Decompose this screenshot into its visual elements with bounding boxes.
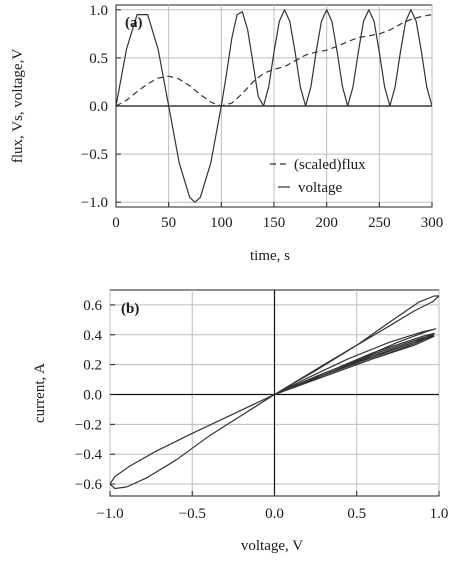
grid-a bbox=[116, 5, 433, 207]
x-tick-label-3: 0.5 bbox=[347, 506, 366, 522]
zero-axes-b bbox=[110, 290, 439, 496]
x-axis-label-b: voltage, V bbox=[241, 538, 303, 554]
y-tick-label-1: −0.5 bbox=[81, 147, 108, 163]
series-lines-a bbox=[116, 9, 432, 203]
x-tick-label-6: 300 bbox=[421, 215, 444, 231]
legend-label-flux: (scaled)flux bbox=[294, 157, 366, 173]
legend-a: (scaled)flux voltage bbox=[270, 157, 366, 196]
y-tick-label-3: 0.0 bbox=[83, 387, 102, 403]
panel-label-b: (b) bbox=[121, 301, 139, 317]
y-tick-label-4: 1.0 bbox=[89, 3, 108, 19]
x-tick-labels-b: −1.0 −0.5 0.0 0.5 1.0 bbox=[96, 506, 448, 522]
series-lines-b bbox=[110, 295, 439, 490]
x-tick-label-3: 150 bbox=[263, 215, 286, 231]
y-tick-label-3: 0.5 bbox=[89, 51, 108, 67]
y-tick-label-5: 0.4 bbox=[83, 328, 102, 344]
series-line-scaled-flux bbox=[116, 14, 432, 107]
series-line-hysteresis bbox=[110, 295, 439, 490]
x-tick-label-4: 1.0 bbox=[430, 506, 449, 522]
x-tick-labels-a: 0 50 100 150 200 250 300 bbox=[112, 215, 443, 231]
x-tick-label-0: −1.0 bbox=[96, 506, 123, 522]
y-tick-label-4: 0.2 bbox=[83, 358, 102, 374]
ticks-b bbox=[109, 304, 440, 496]
x-tick-label-0: 0 bbox=[112, 215, 120, 231]
panel-b: −1.0 −0.5 0.0 0.5 1.0 −0.6 −0.4 −0.2 0.0 0.2 0.4 0… bbox=[32, 289, 448, 554]
x-axis-label-a: time, s bbox=[250, 248, 290, 264]
x-tick-label-2: 0.0 bbox=[265, 506, 284, 522]
y-axis-label-b: current, A bbox=[32, 363, 48, 423]
y-tick-label-2: 0.0 bbox=[89, 99, 108, 115]
legend-label-voltage: voltage bbox=[298, 180, 342, 196]
y-axis-label-a: flux, Vs, voltage,V bbox=[10, 49, 26, 163]
y-tick-label-2: −0.2 bbox=[75, 417, 102, 433]
y-tick-label-0: −1.0 bbox=[81, 195, 108, 211]
y-tick-labels-a: −1.0 −0.5 0.0 0.5 1.0 bbox=[81, 3, 108, 211]
ticks-a bbox=[115, 9, 433, 207]
x-tick-label-2: 100 bbox=[210, 215, 233, 231]
panel-label-a: (a) bbox=[125, 15, 143, 31]
y-tick-label-0: −0.6 bbox=[75, 477, 103, 493]
x-tick-label-1: 50 bbox=[161, 215, 176, 231]
panel-a: 0 50 100 150 200 250 300 −1.0 −0.5 0.0 0.5 1.0 (a)… bbox=[10, 3, 443, 264]
x-tick-label-5: 250 bbox=[368, 215, 391, 231]
y-tick-label-1: −0.4 bbox=[75, 447, 103, 463]
series-line-voltage bbox=[116, 9, 432, 203]
y-tick-label-6: 0.6 bbox=[83, 298, 102, 314]
y-tick-labels-b: −0.6 −0.4 −0.2 0.0 0.2 0.4 0.6 bbox=[75, 298, 103, 493]
x-tick-label-4: 200 bbox=[315, 215, 338, 231]
x-tick-label-1: −0.5 bbox=[179, 506, 206, 522]
